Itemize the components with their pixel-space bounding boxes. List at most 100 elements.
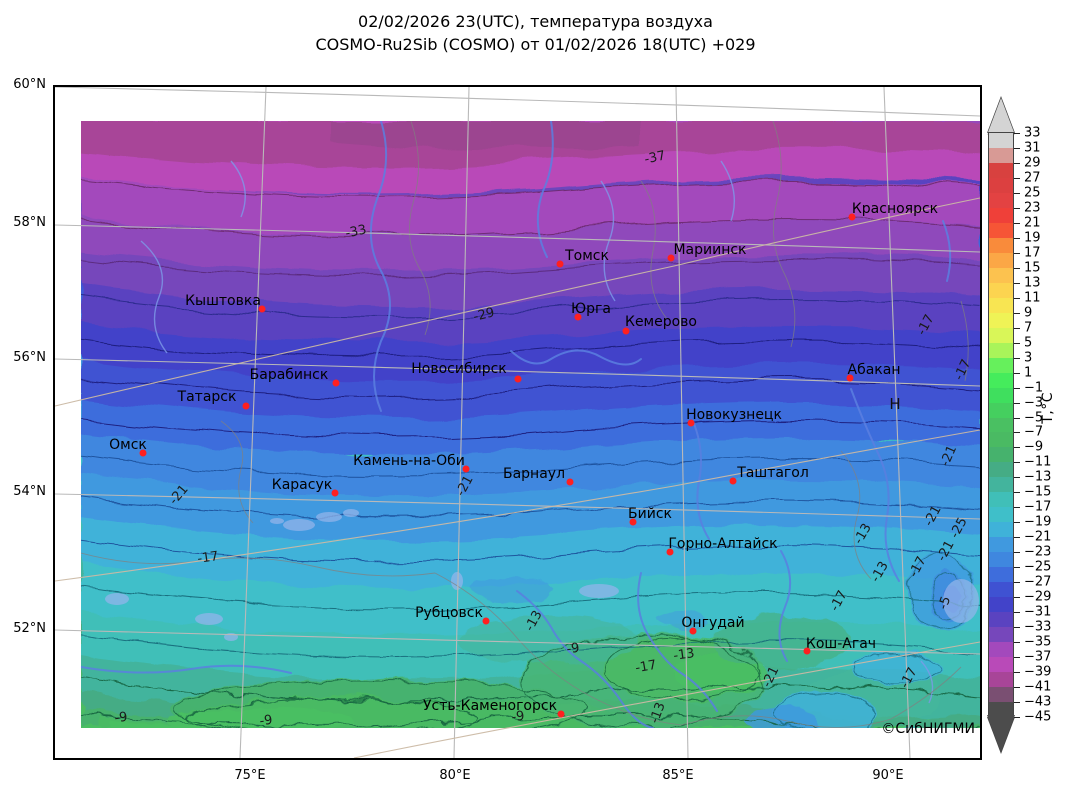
colorbar-segment bbox=[989, 387, 1013, 404]
city-marker-dot bbox=[566, 478, 574, 486]
colorbar-segment bbox=[989, 447, 1013, 464]
colorbar-tick bbox=[1014, 627, 1020, 629]
city-label: Кыштовка bbox=[185, 293, 261, 309]
colorbar-segment bbox=[989, 192, 1013, 209]
colorbar-segment bbox=[989, 267, 1013, 284]
city-marker-dot bbox=[258, 305, 266, 313]
colorbar-tick-label: −25 bbox=[1024, 559, 1052, 575]
city-label: Барабинск bbox=[249, 367, 329, 383]
colorbar-segment bbox=[989, 672, 1013, 688]
colorbar-tick bbox=[1014, 642, 1020, 644]
city-label: Татарск bbox=[177, 389, 237, 405]
longitude-tick-label: 85°E bbox=[662, 768, 694, 783]
colorbar-segment bbox=[989, 237, 1013, 254]
colorbar-segment bbox=[989, 492, 1013, 508]
city-label: Красноярск bbox=[851, 201, 939, 217]
colorbar-tick-label: 33 bbox=[1024, 125, 1041, 141]
colorbar-tick bbox=[1014, 192, 1020, 194]
city-marker-dot bbox=[139, 449, 147, 457]
city-label: Усть-Каменогорск bbox=[422, 698, 558, 714]
city-marker-dot bbox=[332, 379, 340, 387]
city-marker-dot bbox=[482, 617, 490, 625]
copyright-label: ©СибНИГМИ bbox=[881, 721, 975, 737]
colorbar-tick bbox=[1014, 702, 1020, 704]
city-label: Карасук bbox=[271, 477, 333, 493]
city-label: Горно-Алтайск bbox=[668, 536, 778, 552]
city-label: Бийск bbox=[628, 506, 672, 522]
colorbar-tick bbox=[1014, 417, 1020, 419]
city-marker-dot bbox=[729, 477, 737, 485]
colorbar-segment bbox=[989, 582, 1013, 598]
page-title: 02/02/2026 23(UTC), температура воздуха … bbox=[0, 10, 1071, 56]
contour-value-label: -9 bbox=[113, 709, 129, 727]
city-marker-dot bbox=[574, 313, 582, 321]
colorbar-tick-label: −31 bbox=[1024, 604, 1052, 620]
longitude-tick-label: 90°E bbox=[872, 768, 904, 783]
colorbar-segment bbox=[989, 133, 1013, 149]
colorbar-tick-label: 25 bbox=[1024, 185, 1041, 201]
colorbar-segment bbox=[989, 552, 1013, 568]
contour-value-label: -9 bbox=[258, 712, 274, 730]
colorbar-title: T,°C bbox=[1040, 392, 1056, 424]
colorbar-segment bbox=[989, 147, 1013, 164]
colorbar-tick bbox=[1014, 222, 1020, 224]
city-marker-dot bbox=[462, 465, 470, 473]
city-marker-dot bbox=[514, 375, 522, 383]
city-marker-dot bbox=[666, 548, 674, 556]
colorbar-tick-label: 1 bbox=[1024, 365, 1033, 381]
colorbar-tick-label: −19 bbox=[1024, 514, 1052, 530]
colorbar-tick-label: −37 bbox=[1024, 649, 1052, 665]
city-label: Таштагол bbox=[737, 465, 809, 481]
colorbar-segment bbox=[989, 522, 1013, 538]
city-label: Новосибирск bbox=[411, 361, 507, 377]
temperature-raster-svg bbox=[81, 121, 981, 728]
colorbar-segment bbox=[989, 702, 1013, 718]
latitude-tick-label: 60°N bbox=[13, 77, 46, 92]
colorbar-tick bbox=[1014, 327, 1020, 329]
city-label: Омск bbox=[109, 437, 147, 453]
city-marker-dot bbox=[687, 419, 695, 427]
colorbar-body bbox=[988, 132, 1014, 718]
colorbar-tick bbox=[1014, 552, 1020, 554]
colorbar-segment bbox=[989, 687, 1013, 703]
colorbar-tick-label: −3 bbox=[1024, 395, 1044, 411]
colorbar-tick-label: −45 bbox=[1024, 709, 1052, 725]
city-marker-dot bbox=[846, 374, 854, 382]
colorbar-tick bbox=[1014, 522, 1020, 524]
colorbar-tick-label: 17 bbox=[1024, 245, 1041, 261]
colorbar-tick bbox=[1014, 432, 1020, 434]
latitude-tick-label: 56°N bbox=[13, 350, 46, 365]
colorbar-tick bbox=[1014, 133, 1020, 134]
colorbar-segment bbox=[989, 357, 1013, 374]
colorbar-segment bbox=[989, 597, 1013, 613]
city-label: Новокузнецк bbox=[686, 407, 782, 423]
city-marker-dot bbox=[803, 647, 811, 655]
colorbar-segment bbox=[989, 657, 1013, 673]
colorbar-tick bbox=[1014, 237, 1020, 239]
colorbar-tick-label: −7 bbox=[1024, 424, 1044, 440]
colorbar-tick-label: 21 bbox=[1024, 215, 1041, 231]
colorbar-tick-label: 7 bbox=[1024, 320, 1033, 336]
colorbar-tick-label: 27 bbox=[1024, 170, 1041, 186]
colorbar-segment bbox=[989, 342, 1013, 359]
colorbar-tick bbox=[1014, 462, 1020, 464]
city-marker-dot bbox=[667, 254, 675, 262]
colorbar-segment bbox=[989, 222, 1013, 239]
colorbar-tick-label: −23 bbox=[1024, 544, 1052, 560]
colorbar-tick bbox=[1014, 312, 1020, 314]
city-label: Мариинск bbox=[673, 242, 747, 258]
colorbar-tick-label: −5 bbox=[1024, 410, 1044, 425]
longitude-tick-label: 75°E bbox=[234, 768, 266, 783]
colorbar-tick bbox=[1014, 612, 1020, 614]
colorbar-tick bbox=[1014, 537, 1020, 539]
city-label: Томск bbox=[565, 248, 609, 264]
colorbar-tick-label: 3 bbox=[1024, 350, 1033, 366]
colorbar-tick-label: −41 bbox=[1024, 679, 1052, 695]
colorbar-tick bbox=[1014, 372, 1020, 374]
colorbar-tick-label: −1 bbox=[1024, 380, 1044, 396]
colorbar-tick bbox=[1014, 672, 1020, 674]
city-label: Барнаул bbox=[502, 466, 566, 482]
city-marker-dot bbox=[242, 402, 250, 410]
colorbar-segment bbox=[989, 627, 1013, 643]
colorbar-tick-label: −33 bbox=[1024, 619, 1052, 635]
